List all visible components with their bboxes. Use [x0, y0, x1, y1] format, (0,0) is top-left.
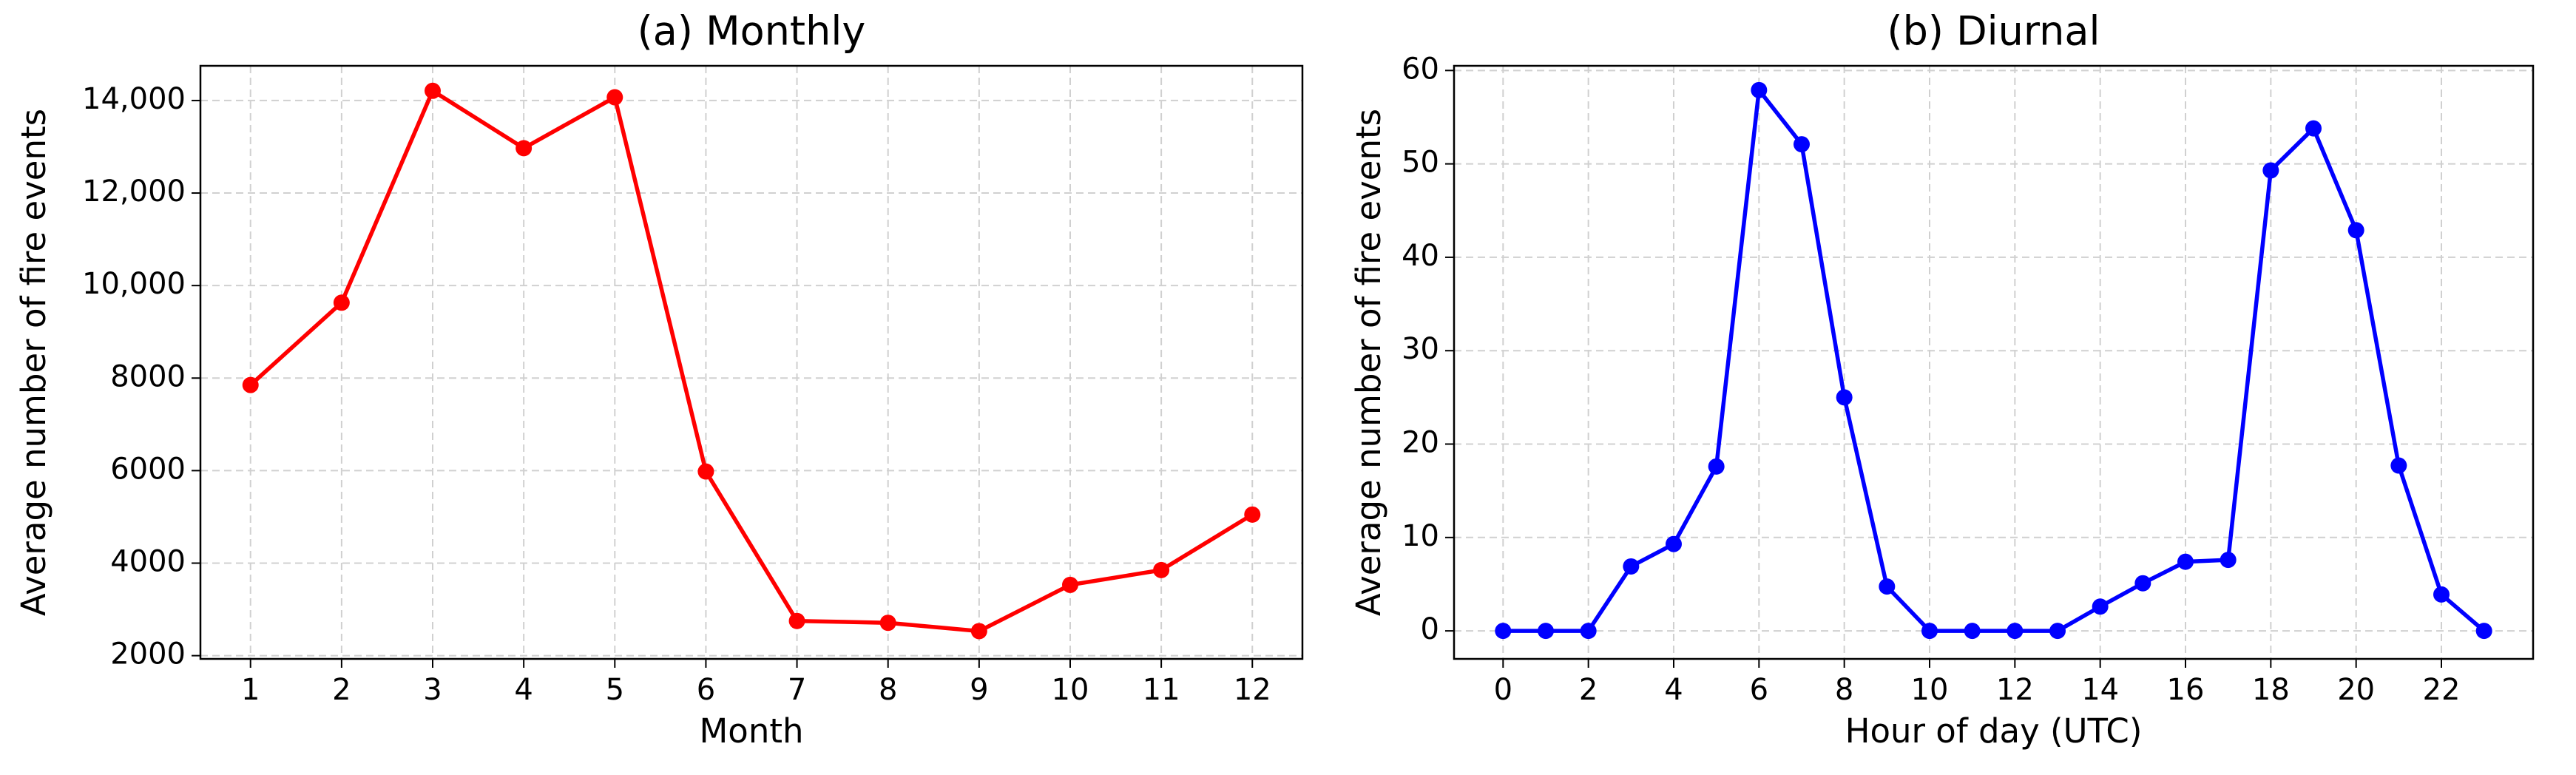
y-tick-label: 10,000 [82, 267, 186, 301]
y-tick-label: 8000 [110, 359, 186, 393]
data-point [1153, 561, 1170, 578]
x-tick-label: 3 [423, 673, 442, 707]
x-tick-label: 8 [1835, 673, 1853, 707]
x-tick-label: 16 [2167, 673, 2205, 707]
data-point [606, 89, 623, 106]
x-tick-label: 10 [1052, 673, 1089, 707]
data-point [2007, 623, 2024, 640]
y-tick-label: 20 [1402, 426, 1439, 460]
y-tick-label: 40 [1402, 239, 1439, 273]
y-tick-label: 10 [1402, 519, 1439, 553]
x-tick-label: 5 [606, 673, 624, 707]
data-point [2305, 120, 2322, 137]
y-tick-label: 14,000 [82, 82, 186, 116]
data-point [1964, 623, 1981, 640]
chart-title: (a) Monthly [638, 8, 866, 55]
data-point [1751, 81, 1768, 98]
data-point [1537, 623, 1554, 640]
y-tick-label: 12,000 [82, 175, 186, 209]
x-tick-label: 20 [2337, 673, 2375, 707]
data-point [2433, 586, 2450, 603]
x-tick-label: 14 [2081, 673, 2119, 707]
x-tick-label: 4 [1664, 673, 1683, 707]
data-point [2347, 222, 2364, 239]
data-point [515, 140, 533, 157]
data-point [425, 82, 442, 99]
data-point [879, 615, 896, 632]
y-tick-label: 30 [1402, 332, 1439, 366]
x-tick-label: 6 [697, 673, 715, 707]
data-point [2177, 553, 2194, 570]
x-tick-label: 1 [241, 673, 260, 707]
data-point [1793, 136, 1810, 153]
x-tick-label: 6 [1750, 673, 1768, 707]
x-tick-label: 12 [1996, 673, 2034, 707]
x-tick-label: 2 [332, 673, 351, 707]
y-tick-label: 4000 [110, 545, 186, 579]
x-tick-label: 10 [1911, 673, 1949, 707]
data-point [2092, 598, 2109, 615]
y-tick-label: 6000 [110, 452, 186, 486]
y-axis-label: Average number of fire events [14, 109, 53, 616]
data-point [1836, 389, 1853, 406]
x-tick-label: 11 [1143, 673, 1180, 707]
x-tick-label: 12 [1234, 673, 1271, 707]
x-tick-label: 7 [788, 673, 806, 707]
data-point [2390, 457, 2407, 474]
data-point [1580, 623, 1597, 640]
data-point [2049, 623, 2066, 640]
data-point [1665, 535, 1682, 552]
data-point [242, 376, 259, 393]
data-point [697, 463, 714, 480]
data-point [788, 612, 805, 629]
data-point [1921, 623, 1938, 640]
plot-frame [199, 64, 1304, 660]
data-point [1623, 558, 1640, 575]
y-tick-label: 2000 [110, 637, 186, 671]
y-tick-label: 50 [1402, 146, 1439, 180]
x-tick-label: 22 [2423, 673, 2461, 707]
y-tick-label: 0 [1421, 612, 1439, 646]
data-point [2220, 552, 2237, 569]
x-tick-label: 9 [970, 673, 988, 707]
data-point [970, 623, 987, 640]
data-point [1708, 458, 1725, 475]
x-tick-label: 0 [1494, 673, 1512, 707]
data-point [1061, 576, 1078, 593]
x-tick-label: 4 [514, 673, 533, 707]
x-axis-label: Month [699, 711, 803, 751]
data-point [1495, 623, 1512, 640]
plot-frame [1453, 64, 2535, 660]
x-axis-label: Hour of day (UTC) [1845, 711, 2143, 751]
y-tick-label: 60 [1402, 52, 1439, 86]
data-point [2262, 162, 2279, 179]
data-point [1879, 578, 1896, 595]
data-line [249, 87, 1254, 634]
x-tick-label: 18 [2252, 673, 2290, 707]
data-point [333, 294, 350, 311]
x-tick-label: 2 [1579, 673, 1598, 707]
chart-title: (b) Diurnal [1887, 8, 2100, 55]
y-axis-label: Average number of fire events [1349, 109, 1388, 616]
data-point [2134, 575, 2151, 592]
data-point [1244, 506, 1261, 523]
data-point [2475, 623, 2492, 640]
x-tick-label: 8 [879, 673, 897, 707]
data-line [1503, 84, 2486, 633]
